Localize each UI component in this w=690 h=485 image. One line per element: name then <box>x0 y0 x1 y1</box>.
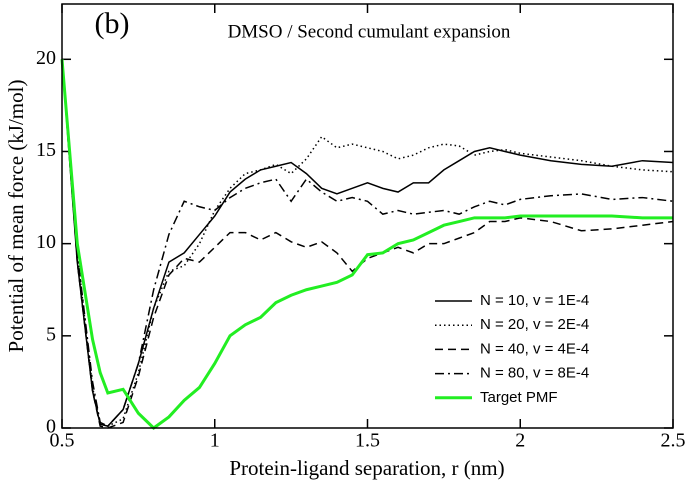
legend-label: N = 40, v = 4E-4 <box>480 340 589 357</box>
x-tick-label: 1 <box>210 430 220 452</box>
chart-title: DMSO / Second cumulant expansion <box>228 21 511 42</box>
x-tick-label: 2 <box>515 430 525 452</box>
plot-frame <box>61 3 674 429</box>
legend-label: N = 80, v = 8E-4 <box>480 365 589 382</box>
x-tick-label: 2.5 <box>661 430 686 452</box>
y-tick-label: 20 <box>36 47 56 69</box>
legend-label: N = 20, v = 2E-4 <box>480 316 589 333</box>
y-tick-label: 0 <box>46 416 56 438</box>
y-tick-label: 5 <box>46 323 56 345</box>
legend-label: N = 10, v = 1E-4 <box>480 292 589 309</box>
series-line <box>61 59 674 429</box>
x-axis-label: Protein-ligand separation, r (nm) <box>229 456 504 480</box>
y-tick-label: 10 <box>36 231 56 253</box>
y-tick-label: 15 <box>36 139 56 161</box>
series-line <box>61 59 674 428</box>
series-line <box>60 59 673 430</box>
legend-label: Target PMF <box>480 389 558 406</box>
x-tick-label: 1.5 <box>355 430 380 452</box>
y-axis-label: Potential of mean force (kJ/mol) <box>4 80 28 353</box>
x-tick-label: 0.5 <box>50 430 75 452</box>
panel-label: (b) <box>95 7 130 40</box>
